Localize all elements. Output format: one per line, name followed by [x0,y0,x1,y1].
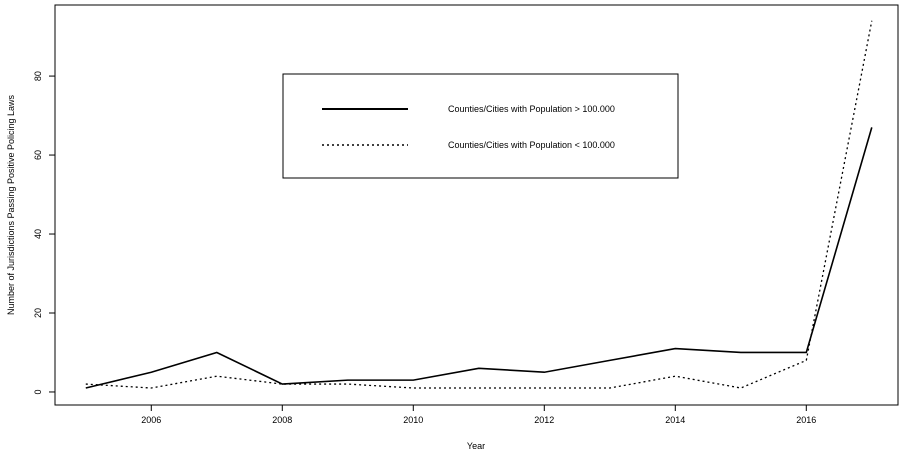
x-tick-label: 2006 [141,415,161,425]
y-axis-label: Number of Jurisdictions Passing Positive… [6,94,16,315]
legend-label: Counties/Cities with Population < 100.00… [448,140,615,150]
y-tick-label: 0 [33,389,43,394]
legend-label: Counties/Cities with Population > 100.00… [448,104,615,114]
series-line [85,127,873,389]
x-tick-label: 2010 [403,415,423,425]
x-tick-label: 2014 [665,415,685,425]
legend-box [282,73,679,179]
y-tick-label: 20 [33,308,43,318]
x-tick-label: 2012 [534,415,554,425]
y-tick-label: 80 [33,71,43,81]
y-tick-label: 60 [33,150,43,160]
y-tick-label: 40 [33,229,43,239]
plot-frame [54,4,899,406]
x-tick-label: 2008 [272,415,292,425]
x-axis-label: Year [467,441,485,451]
x-tick-label: 2016 [796,415,816,425]
